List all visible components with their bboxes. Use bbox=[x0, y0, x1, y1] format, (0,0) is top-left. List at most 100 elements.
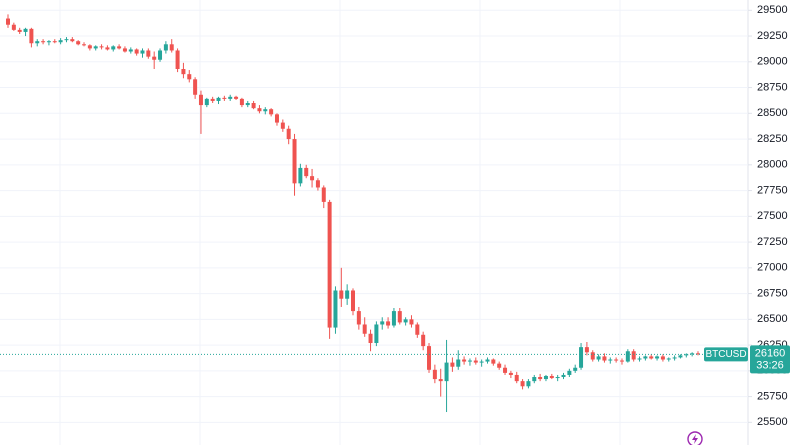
price-tag bbox=[750, 345, 790, 374]
candle-body bbox=[222, 97, 227, 99]
candle-body bbox=[608, 359, 613, 361]
candle-body bbox=[351, 290, 355, 312]
candle-body bbox=[274, 114, 279, 123]
candle-body bbox=[584, 347, 589, 353]
candle-body bbox=[368, 333, 373, 344]
candle-body bbox=[158, 50, 163, 60]
candle-body bbox=[286, 128, 291, 140]
candle-body bbox=[310, 176, 315, 181]
y-tick-label: 28500 bbox=[757, 107, 788, 119]
candle-body bbox=[643, 356, 648, 359]
candle-body bbox=[41, 41, 46, 43]
candle-body bbox=[619, 360, 624, 362]
y-tick-label: 25500 bbox=[757, 416, 788, 428]
candle-body bbox=[362, 324, 367, 334]
y-tick-label: 27750 bbox=[757, 184, 788, 196]
candle-body bbox=[532, 377, 537, 382]
y-tick-label: 28750 bbox=[757, 81, 788, 93]
candle-body bbox=[210, 98, 215, 101]
candle-body bbox=[204, 98, 209, 106]
candle-body bbox=[491, 359, 496, 364]
candle-body bbox=[696, 353, 700, 355]
candle-body bbox=[590, 352, 595, 360]
candle-body bbox=[163, 44, 168, 51]
symbol-tag bbox=[704, 347, 748, 362]
candle-body bbox=[128, 49, 133, 52]
candle-body bbox=[462, 359, 467, 362]
candle-body bbox=[17, 29, 22, 32]
candle-body bbox=[140, 50, 145, 54]
candle-body bbox=[503, 367, 508, 373]
candle-body bbox=[46, 41, 51, 43]
candle-body bbox=[520, 381, 525, 387]
candle-body bbox=[456, 359, 461, 367]
candle-body bbox=[666, 358, 671, 360]
candle-body bbox=[672, 357, 677, 359]
y-tick-label: 29500 bbox=[757, 4, 788, 16]
candle-body bbox=[152, 56, 157, 60]
candle-body bbox=[321, 187, 326, 202]
candle-body bbox=[111, 46, 116, 50]
candle-body bbox=[391, 311, 396, 326]
candle-body bbox=[70, 39, 75, 42]
candle-body bbox=[117, 46, 122, 49]
candle-body bbox=[397, 311, 402, 323]
candle-body bbox=[228, 96, 233, 99]
y-tick-label: 25750 bbox=[757, 390, 788, 402]
candle-body bbox=[52, 41, 57, 43]
candle-body bbox=[234, 96, 239, 99]
candle-body bbox=[508, 372, 513, 375]
candle-body bbox=[538, 377, 543, 380]
candle-body bbox=[99, 46, 104, 48]
candle-body bbox=[497, 363, 502, 368]
y-tick-label: 27500 bbox=[757, 210, 788, 222]
candle-body bbox=[11, 24, 16, 30]
candle-body bbox=[76, 41, 81, 45]
candle-body bbox=[614, 359, 619, 361]
candle-body bbox=[467, 360, 472, 362]
candle-body bbox=[239, 98, 244, 106]
candle-body bbox=[175, 50, 180, 70]
candle-body bbox=[438, 379, 443, 382]
candle-body bbox=[181, 69, 186, 75]
candle-body bbox=[485, 359, 490, 362]
y-tick-label: 27000 bbox=[757, 262, 788, 274]
candle-body bbox=[374, 324, 379, 344]
candle-body bbox=[637, 358, 642, 360]
candle-body bbox=[193, 79, 198, 95]
candle-body bbox=[573, 367, 578, 371]
candle-body bbox=[146, 50, 151, 57]
candle-body bbox=[403, 319, 408, 323]
candle-body bbox=[579, 347, 584, 368]
candle-body bbox=[409, 319, 414, 325]
candle-body bbox=[251, 103, 256, 109]
candle-body bbox=[415, 324, 420, 335]
candle-body bbox=[427, 346, 432, 370]
y-tick-label: 29250 bbox=[757, 30, 788, 42]
candle-body bbox=[514, 374, 519, 382]
candle-body bbox=[526, 381, 531, 387]
candle-body bbox=[386, 321, 391, 326]
y-tick-label: 28250 bbox=[757, 133, 788, 145]
candle-body bbox=[567, 370, 572, 375]
candle-body bbox=[561, 374, 566, 378]
candle-body bbox=[473, 360, 478, 363]
candle-body bbox=[122, 48, 127, 52]
candle-body bbox=[684, 354, 689, 356]
candle-body bbox=[649, 356, 654, 359]
candle-body bbox=[292, 139, 297, 184]
y-tick-label: 26750 bbox=[757, 287, 788, 299]
candle-body bbox=[105, 47, 110, 50]
candle-body bbox=[333, 290, 338, 328]
candle-body bbox=[216, 97, 221, 101]
candle-body bbox=[35, 41, 40, 44]
candle-body bbox=[263, 109, 268, 112]
candle-body bbox=[660, 356, 665, 360]
candle-body bbox=[655, 356, 660, 359]
candle-body bbox=[298, 167, 303, 184]
candle-body bbox=[356, 311, 361, 325]
candle-body bbox=[380, 321, 385, 325]
candle-body bbox=[269, 109, 274, 115]
candle-body bbox=[64, 39, 69, 41]
candle-body bbox=[280, 122, 285, 129]
